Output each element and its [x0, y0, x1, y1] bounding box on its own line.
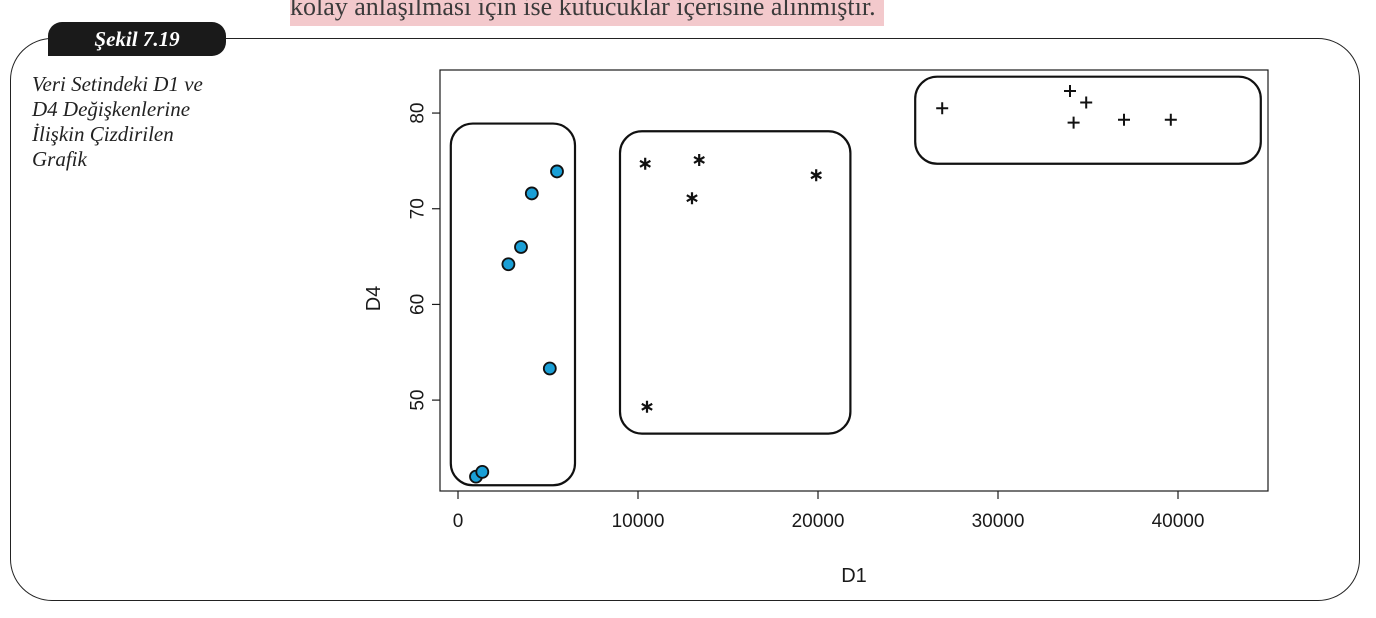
- data-point-circle: [501, 257, 516, 272]
- data-point-plus: [1064, 85, 1076, 98]
- x-tick-label: 40000: [1152, 511, 1205, 532]
- y-axis-label: D4: [363, 286, 385, 312]
- data-point-asterisk: [693, 153, 705, 166]
- data-point-plus: [1164, 113, 1177, 126]
- intro-text-line: kolay anlaşılması için ise kutucuklar iç…: [290, 0, 884, 26]
- caption-line: D4 Değişkenlerine: [32, 97, 191, 121]
- data-point-asterisk: [641, 400, 653, 413]
- y-tick-label: 50: [408, 390, 429, 411]
- data-point-plus: [1080, 96, 1093, 109]
- cluster-box: [914, 75, 1262, 165]
- x-axis-label: D1: [841, 565, 867, 587]
- data-point-circle: [550, 164, 564, 179]
- cluster-box: [449, 122, 577, 487]
- y-tick-label: 60: [408, 294, 429, 315]
- data-point-plus: [936, 102, 949, 115]
- data-point-asterisk: [810, 169, 822, 182]
- x-tick-label: 0: [453, 511, 464, 532]
- data-point-asterisk: [639, 157, 651, 170]
- figure-caption: Veri Setindeki D1 ve D4 Değişkenlerine İ…: [32, 72, 262, 172]
- figure-number-tag: Şekil 7.19: [48, 22, 226, 56]
- y-tick-label: 80: [408, 102, 429, 123]
- caption-line: İlişkin Çizdirilen: [32, 122, 174, 146]
- plot-area-frame: [439, 69, 1269, 492]
- caption-line: Grafik: [32, 147, 87, 171]
- caption-line: Veri Setindeki D1 ve: [32, 72, 203, 96]
- figure-frame: [10, 38, 1360, 601]
- x-tick-label: 20000: [792, 511, 845, 532]
- cluster-box: [618, 130, 852, 435]
- data-point-plus: [1118, 113, 1130, 126]
- y-tick-label: 70: [408, 198, 429, 219]
- data-point-circle: [475, 464, 490, 479]
- data-point-circle: [524, 186, 539, 201]
- x-tick-label: 30000: [972, 511, 1025, 532]
- data-point-circle: [514, 240, 528, 254]
- data-point-asterisk: [686, 192, 698, 205]
- data-point-circle: [542, 361, 557, 376]
- data-point-plus: [1067, 116, 1080, 129]
- x-tick-label: 10000: [612, 511, 665, 532]
